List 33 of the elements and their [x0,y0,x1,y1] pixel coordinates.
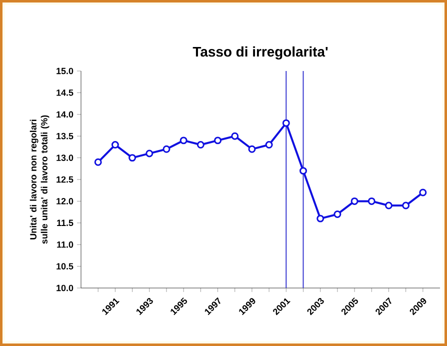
point [419,188,427,196]
point [128,154,136,162]
y-tick-label: 12.5 [56,176,74,183]
point [180,136,188,144]
point [248,145,256,153]
y-tick-label: 11.5 [57,220,74,226]
point [402,202,410,210]
y-tick-label: 13.5 [56,132,74,140]
y-tick-label: 12.0 [56,198,74,204]
y-tick-label: 13.0 [56,154,74,161]
point [384,202,392,210]
point [282,119,290,127]
point [300,167,307,175]
y-tick-label: 14.0 [56,111,74,118]
point [111,141,119,149]
point [334,210,342,218]
y-axis-title: Unita' di lavoro non regolari sulle unita' di lavoro totali (%) [30,115,50,244]
point [265,141,273,149]
point [368,197,376,205]
y-tick-label: 15.0 [56,68,74,74]
point [231,132,239,140]
point [214,136,222,144]
y-tick-label: 10.0 [56,284,74,292]
point [196,141,204,149]
y-tick-label: 11.0 [57,241,74,248]
point [350,197,358,205]
point [162,145,170,153]
chart-title: Tasso di irregolarita' [192,46,328,60]
point [146,150,154,158]
y-tick-label: 14.5 [56,90,74,96]
point [94,158,102,166]
point [316,214,324,222]
y-tick-label: 10.5 [56,263,74,270]
